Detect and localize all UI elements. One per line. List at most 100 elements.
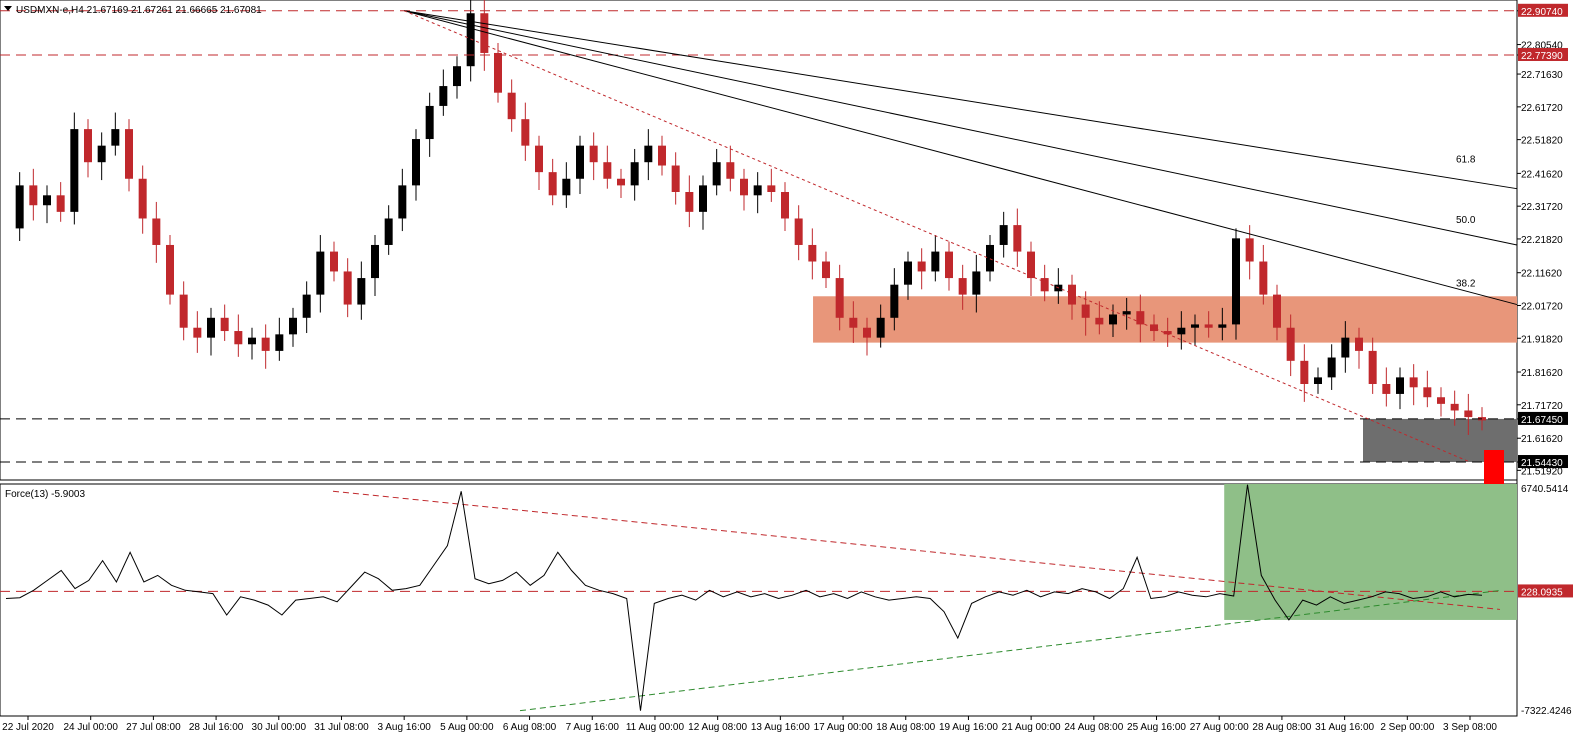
price-level-badge — [1518, 3, 1568, 17]
candle-body — [1409, 377, 1418, 388]
candle-body — [1191, 324, 1199, 328]
time-tick-label: 24 Jul 00:00 — [63, 722, 118, 733]
price-level-badge — [1518, 47, 1568, 61]
time-tick-label: 31 Aug 16:00 — [1315, 722, 1374, 733]
candle-body — [343, 271, 352, 305]
candle-body — [781, 192, 789, 219]
candle-body — [138, 178, 147, 219]
candle-body — [248, 337, 256, 345]
price-tick-label: 22.01720 — [1521, 301, 1563, 312]
downtrend-line — [403, 10, 1471, 463]
candle-body — [207, 317, 215, 338]
candle-body — [644, 145, 653, 163]
candle-body — [97, 145, 106, 163]
time-tick-label: 11 Aug 00:00 — [626, 722, 685, 733]
candle-body — [1177, 327, 1186, 335]
candle-body — [43, 195, 51, 206]
time-tick-label: 3 Aug 16:00 — [377, 722, 431, 733]
candle-body — [945, 251, 953, 279]
price-tick-label: 22.80540 — [1521, 41, 1563, 52]
time-tick-label: 24 Aug 08:00 — [1064, 722, 1123, 733]
candle-body — [712, 162, 721, 186]
candle-body — [357, 278, 366, 305]
time-tick-label: 27 Aug 00:00 — [1190, 722, 1249, 733]
candle-body — [1314, 377, 1322, 384]
candle-body — [371, 244, 379, 279]
candle-body — [699, 185, 707, 212]
price-tick-label: 22.61720 — [1521, 103, 1563, 114]
candle-body — [56, 195, 65, 212]
time-tick-label: 18 Aug 08:00 — [876, 722, 935, 733]
price-panel — [0, 0, 1518, 481]
candle-body — [630, 162, 639, 186]
candle-body — [84, 129, 92, 163]
candle-body — [275, 334, 284, 351]
price-tick-label: 22.11620 — [1521, 269, 1562, 280]
candle-body — [794, 218, 803, 245]
candle-body — [439, 86, 448, 106]
candle-body — [1163, 331, 1172, 335]
candle-body — [1437, 397, 1445, 404]
price-level-label: 21.54430 — [1521, 458, 1563, 469]
candle-body — [15, 185, 24, 229]
candle-body — [835, 278, 844, 318]
candle-body — [822, 261, 830, 279]
candle-body — [466, 13, 475, 67]
price-tick-label: 22.51820 — [1521, 136, 1563, 147]
candle-body — [1368, 350, 1377, 384]
candle-body — [1450, 403, 1459, 411]
candle-body — [1068, 284, 1076, 305]
candle-body — [1040, 278, 1049, 292]
candle-body — [1095, 317, 1104, 325]
force-zone — [1224, 484, 1517, 620]
candle-body — [166, 244, 174, 295]
candle-body — [986, 244, 994, 272]
fib-fan-line — [404, 10, 1518, 306]
candle-body — [1273, 294, 1281, 328]
candle-body — [1232, 238, 1240, 325]
force-level-label: 228.0935 — [1521, 587, 1563, 598]
force-level-badge — [1518, 584, 1573, 598]
candle-body — [234, 331, 243, 345]
time-tick-label: 28 Aug 08:00 — [1252, 722, 1311, 733]
candle-body — [917, 261, 926, 272]
candle-body — [1150, 324, 1158, 332]
fib-fan-line — [404, 10, 1518, 246]
candle-body — [316, 251, 325, 295]
candle-body — [1122, 311, 1131, 315]
candle-body — [671, 165, 680, 192]
time-tick-label: 25 Aug 16:00 — [1127, 722, 1186, 733]
time-tick-label: 5 Aug 00:00 — [440, 722, 494, 733]
candle-body — [1136, 311, 1145, 325]
candle-body — [589, 145, 598, 163]
candle-body — [999, 225, 1008, 245]
fib-fan-label: 61.8 — [1456, 155, 1476, 166]
candle-body — [1245, 238, 1254, 262]
candle-body — [152, 218, 161, 245]
candle-body — [617, 178, 625, 186]
collapse-triangle-icon[interactable] — [4, 6, 12, 11]
time-tick-label: 17 Aug 00:00 — [814, 722, 873, 733]
candle-body — [125, 129, 133, 179]
candle-body — [1204, 324, 1213, 328]
candle-body — [220, 317, 229, 332]
candle-body — [1355, 337, 1363, 351]
time-tick-label: 22 Jul 2020 — [2, 722, 54, 733]
candle-body — [863, 327, 871, 338]
candle-body — [70, 129, 79, 212]
candle-body — [1109, 314, 1117, 325]
candle-body — [179, 294, 188, 328]
candle-body — [1382, 384, 1391, 394]
fib-fan-line — [404, 10, 1518, 190]
price-tick-label: 22.21820 — [1521, 235, 1563, 246]
price-tick-label: 22.31720 — [1521, 202, 1563, 213]
candle-body — [726, 162, 735, 179]
candle-body — [507, 92, 516, 120]
price-tick-label: 22.41620 — [1521, 169, 1563, 180]
candle-body — [1464, 410, 1473, 418]
candle-body — [261, 337, 270, 351]
candle-body — [1300, 360, 1309, 384]
candle-body — [1013, 225, 1022, 252]
candle-body — [876, 317, 885, 338]
